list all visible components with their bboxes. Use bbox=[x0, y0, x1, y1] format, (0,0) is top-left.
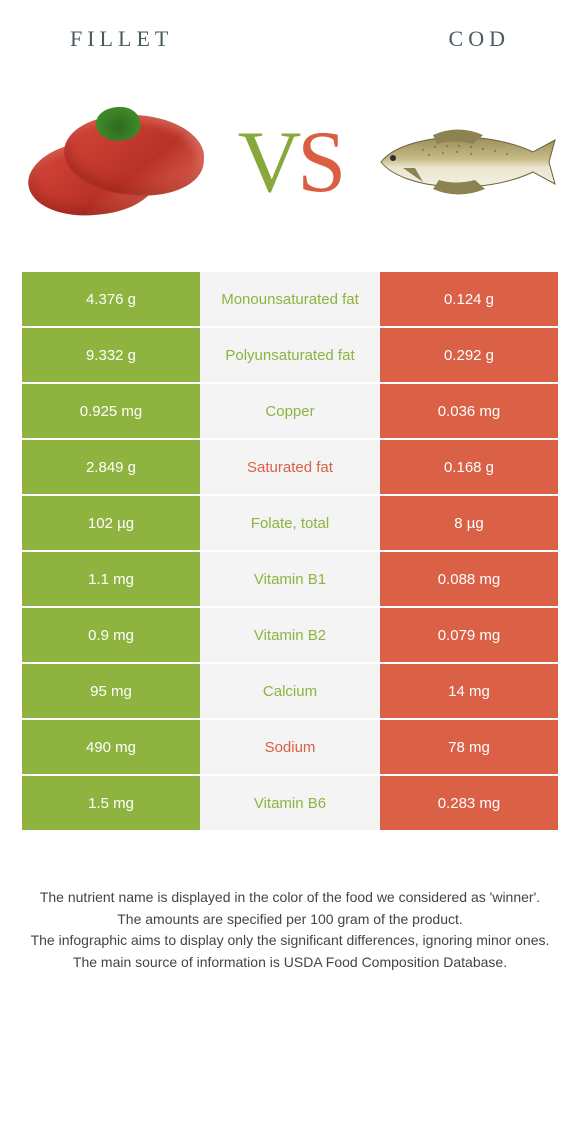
nutrient-label: Saturated fat bbox=[200, 440, 380, 494]
table-row: 9.332 gPolyunsaturated fat0.292 g bbox=[22, 328, 558, 384]
table-row: 1.1 mgVitamin B10.088 mg bbox=[22, 552, 558, 608]
title-left: FILLET bbox=[70, 26, 173, 52]
table-row: 102 µgFolate, total8 µg bbox=[22, 496, 558, 552]
left-value: 0.9 mg bbox=[22, 608, 200, 662]
hero-row: VS bbox=[0, 72, 580, 272]
right-value: 0.292 g bbox=[380, 328, 558, 382]
nutrient-label: Copper bbox=[200, 384, 380, 438]
nutrient-label: Folate, total bbox=[200, 496, 380, 550]
table-row: 0.925 mgCopper0.036 mg bbox=[22, 384, 558, 440]
vs-label: VS bbox=[238, 112, 343, 213]
right-value: 0.088 mg bbox=[380, 552, 558, 606]
right-value: 8 µg bbox=[380, 496, 558, 550]
right-value: 0.036 mg bbox=[380, 384, 558, 438]
table-row: 4.376 gMonounsaturated fat0.124 g bbox=[22, 272, 558, 328]
vs-s: S bbox=[297, 114, 342, 211]
footer-notes: The nutrient name is displayed in the co… bbox=[0, 832, 580, 972]
table-row: 0.9 mgVitamin B20.079 mg bbox=[22, 608, 558, 664]
cod-image bbox=[376, 102, 556, 222]
left-value: 95 mg bbox=[22, 664, 200, 718]
table-row: 95 mgCalcium14 mg bbox=[22, 664, 558, 720]
nutrient-label: Sodium bbox=[200, 720, 380, 774]
nutrient-label: Calcium bbox=[200, 664, 380, 718]
left-value: 0.925 mg bbox=[22, 384, 200, 438]
footer-line: The amounts are specified per 100 gram o… bbox=[26, 910, 554, 930]
right-value: 0.124 g bbox=[380, 272, 558, 326]
table-row: 490 mgSodium78 mg bbox=[22, 720, 558, 776]
footer-line: The infographic aims to display only the… bbox=[26, 931, 554, 951]
right-value: 0.168 g bbox=[380, 440, 558, 494]
left-value: 102 µg bbox=[22, 496, 200, 550]
right-value: 78 mg bbox=[380, 720, 558, 774]
nutrient-label: Vitamin B1 bbox=[200, 552, 380, 606]
fillet-image bbox=[24, 102, 204, 222]
nutrient-label: Vitamin B2 bbox=[200, 608, 380, 662]
right-value: 0.283 mg bbox=[380, 776, 558, 830]
right-value: 0.079 mg bbox=[380, 608, 558, 662]
nutrient-label: Vitamin B6 bbox=[200, 776, 380, 830]
right-value: 14 mg bbox=[380, 664, 558, 718]
table-row: 2.849 gSaturated fat0.168 g bbox=[22, 440, 558, 496]
header: FILLET COD bbox=[0, 0, 580, 72]
left-value: 4.376 g bbox=[22, 272, 200, 326]
footer-line: The main source of information is USDA F… bbox=[26, 953, 554, 973]
table-row: 1.5 mgVitamin B60.283 mg bbox=[22, 776, 558, 832]
nutrient-table: 4.376 gMonounsaturated fat0.124 g9.332 g… bbox=[22, 272, 558, 832]
left-value: 1.1 mg bbox=[22, 552, 200, 606]
nutrient-label: Monounsaturated fat bbox=[200, 272, 380, 326]
left-value: 1.5 mg bbox=[22, 776, 200, 830]
vs-v: V bbox=[238, 114, 298, 211]
left-value: 490 mg bbox=[22, 720, 200, 774]
title-right: COD bbox=[449, 26, 510, 52]
left-value: 9.332 g bbox=[22, 328, 200, 382]
footer-line: The nutrient name is displayed in the co… bbox=[26, 888, 554, 908]
left-value: 2.849 g bbox=[22, 440, 200, 494]
nutrient-label: Polyunsaturated fat bbox=[200, 328, 380, 382]
